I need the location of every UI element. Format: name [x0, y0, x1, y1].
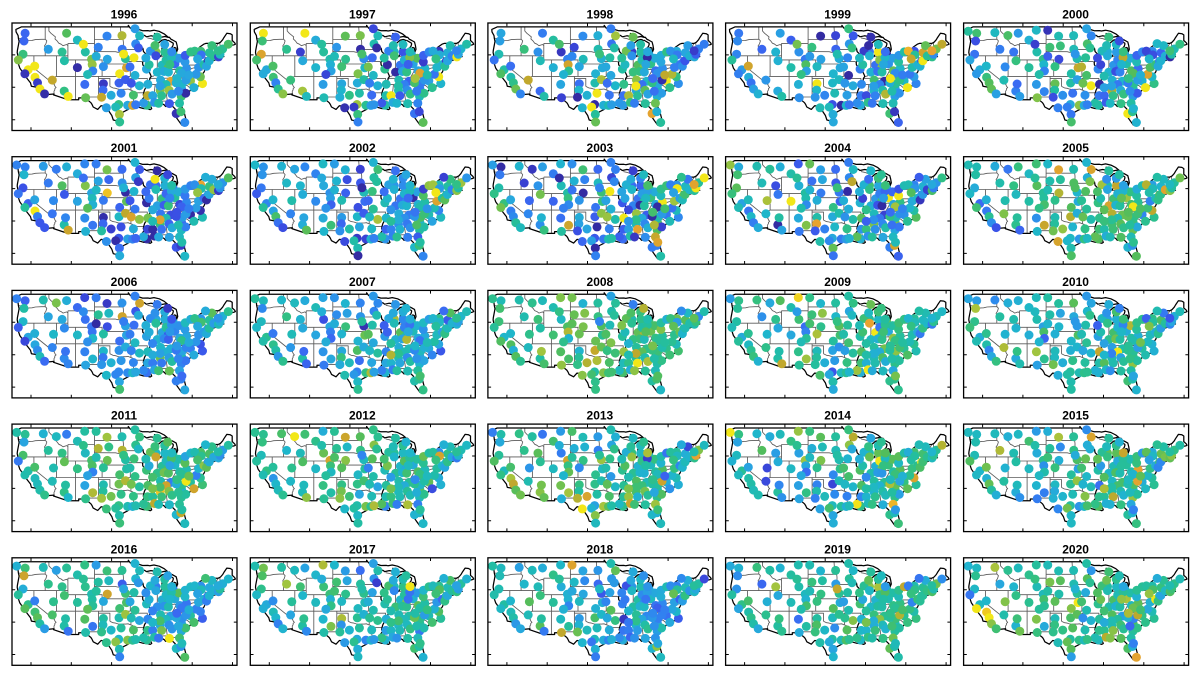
- svg-text:2009: 2009: [824, 275, 851, 289]
- svg-text:1996: 1996: [111, 8, 138, 22]
- svg-text:1998: 1998: [587, 8, 614, 22]
- svg-text:2010: 2010: [1062, 275, 1089, 289]
- svg-text:2003: 2003: [587, 141, 614, 155]
- svg-text:2007: 2007: [349, 275, 376, 289]
- svg-text:2002: 2002: [349, 141, 376, 155]
- svg-text:2006: 2006: [111, 275, 138, 289]
- svg-text:1999: 1999: [824, 8, 851, 22]
- svg-text:2000: 2000: [1062, 8, 1089, 22]
- svg-text:2008: 2008: [587, 275, 614, 289]
- svg-text:1997: 1997: [349, 8, 376, 22]
- svg-text:2005: 2005: [1062, 141, 1089, 155]
- svg-text:2011: 2011: [111, 409, 137, 423]
- svg-text:2013: 2013: [587, 409, 614, 423]
- svg-text:2019: 2019: [824, 542, 851, 556]
- svg-text:2001: 2001: [111, 141, 138, 155]
- svg-text:2014: 2014: [824, 409, 851, 423]
- svg-text:2004: 2004: [824, 141, 851, 155]
- svg-text:2020: 2020: [1062, 542, 1089, 556]
- svg-text:2016: 2016: [111, 542, 138, 556]
- svg-text:2015: 2015: [1062, 409, 1089, 423]
- svg-text:2017: 2017: [349, 542, 376, 556]
- svg-text:2018: 2018: [587, 542, 614, 556]
- svg-text:2012: 2012: [349, 409, 376, 423]
